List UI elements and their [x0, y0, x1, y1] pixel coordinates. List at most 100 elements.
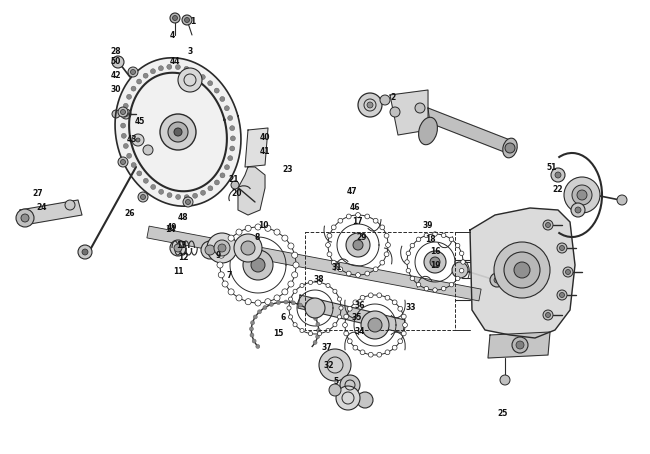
- Circle shape: [227, 156, 233, 161]
- Text: 24: 24: [37, 202, 47, 212]
- Circle shape: [551, 168, 565, 182]
- Circle shape: [543, 220, 553, 230]
- Circle shape: [308, 280, 313, 285]
- Circle shape: [460, 251, 464, 256]
- Circle shape: [327, 252, 332, 257]
- Circle shape: [346, 271, 351, 276]
- Text: 31: 31: [332, 263, 343, 272]
- Circle shape: [21, 214, 29, 222]
- Text: 48: 48: [177, 213, 188, 222]
- Text: 22: 22: [552, 186, 564, 194]
- Text: 32: 32: [324, 360, 334, 370]
- Circle shape: [236, 295, 242, 301]
- Text: 3: 3: [187, 48, 192, 56]
- Circle shape: [293, 262, 299, 268]
- Circle shape: [121, 123, 125, 128]
- Circle shape: [384, 252, 389, 257]
- Circle shape: [373, 218, 378, 223]
- Circle shape: [255, 300, 261, 306]
- Text: 21: 21: [229, 176, 239, 184]
- Circle shape: [563, 267, 573, 277]
- Circle shape: [65, 200, 75, 210]
- Circle shape: [377, 293, 382, 298]
- Circle shape: [326, 328, 330, 333]
- Circle shape: [243, 250, 273, 280]
- Circle shape: [176, 194, 181, 199]
- Circle shape: [516, 341, 524, 349]
- Circle shape: [332, 260, 336, 265]
- Circle shape: [170, 13, 180, 23]
- Text: 46: 46: [350, 202, 360, 212]
- Circle shape: [160, 114, 196, 150]
- Text: 23: 23: [283, 166, 293, 174]
- Circle shape: [356, 272, 360, 277]
- Circle shape: [131, 163, 136, 168]
- Circle shape: [308, 331, 313, 336]
- Circle shape: [319, 349, 351, 381]
- Circle shape: [494, 242, 550, 298]
- Circle shape: [170, 240, 186, 256]
- Circle shape: [192, 70, 198, 75]
- Circle shape: [333, 289, 337, 293]
- Circle shape: [288, 281, 294, 287]
- Circle shape: [313, 340, 317, 345]
- Text: 19: 19: [430, 261, 440, 270]
- Text: 11: 11: [173, 267, 183, 276]
- Circle shape: [309, 311, 314, 315]
- Circle shape: [178, 68, 202, 92]
- Circle shape: [265, 299, 271, 305]
- Circle shape: [545, 222, 551, 227]
- Circle shape: [284, 300, 288, 304]
- Circle shape: [369, 293, 373, 298]
- Circle shape: [494, 277, 500, 283]
- Text: 36: 36: [355, 301, 365, 310]
- Polygon shape: [390, 90, 428, 135]
- Circle shape: [144, 178, 148, 183]
- Circle shape: [416, 282, 421, 287]
- Text: 18: 18: [424, 236, 436, 245]
- Circle shape: [449, 282, 454, 287]
- Circle shape: [344, 331, 348, 336]
- Circle shape: [263, 306, 267, 310]
- Circle shape: [184, 66, 189, 71]
- Text: 27: 27: [32, 189, 44, 198]
- Circle shape: [617, 195, 627, 205]
- Circle shape: [218, 252, 224, 258]
- Circle shape: [305, 306, 309, 311]
- Ellipse shape: [502, 138, 517, 158]
- Circle shape: [344, 314, 348, 319]
- Circle shape: [207, 81, 213, 86]
- Circle shape: [385, 350, 390, 355]
- Circle shape: [317, 331, 322, 336]
- Circle shape: [131, 86, 136, 91]
- Circle shape: [159, 189, 164, 194]
- Text: 4: 4: [170, 30, 175, 39]
- Text: 20: 20: [232, 188, 242, 197]
- Circle shape: [127, 94, 131, 99]
- Circle shape: [490, 273, 504, 287]
- Circle shape: [337, 315, 341, 319]
- Circle shape: [357, 392, 373, 408]
- Circle shape: [340, 375, 360, 395]
- Circle shape: [254, 315, 257, 319]
- Circle shape: [338, 218, 343, 223]
- Circle shape: [460, 268, 464, 273]
- Circle shape: [167, 192, 172, 197]
- Circle shape: [150, 69, 155, 74]
- Circle shape: [265, 225, 271, 232]
- Circle shape: [353, 300, 358, 305]
- Text: 42: 42: [111, 70, 122, 79]
- Circle shape: [257, 310, 261, 314]
- Circle shape: [380, 260, 385, 265]
- Circle shape: [227, 115, 233, 120]
- Circle shape: [234, 234, 262, 262]
- Circle shape: [78, 245, 92, 259]
- Circle shape: [369, 352, 373, 357]
- Circle shape: [343, 323, 347, 327]
- Circle shape: [300, 283, 304, 287]
- Circle shape: [305, 298, 325, 318]
- Circle shape: [112, 56, 124, 68]
- Circle shape: [347, 339, 352, 344]
- Circle shape: [456, 243, 460, 248]
- Circle shape: [337, 297, 341, 301]
